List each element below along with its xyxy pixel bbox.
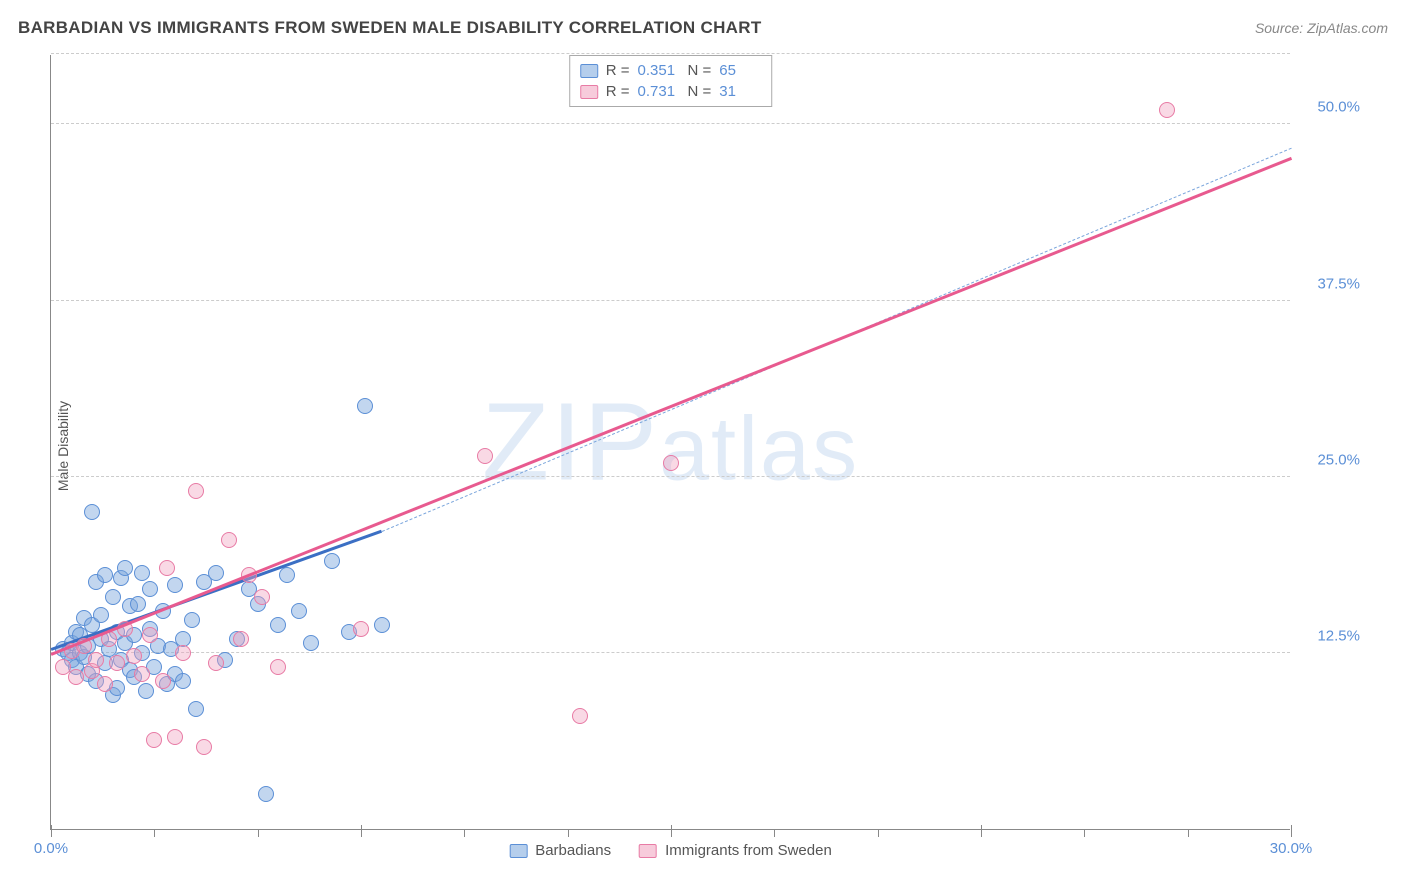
data-point xyxy=(167,577,183,593)
y-tick-label: 50.0% xyxy=(1300,99,1360,116)
x-tick xyxy=(1188,829,1189,837)
data-point xyxy=(130,596,146,612)
data-point xyxy=(97,567,113,583)
data-point xyxy=(117,560,133,576)
data-point xyxy=(109,655,125,671)
watermark: ZIPatlas xyxy=(482,379,859,506)
data-point xyxy=(155,673,171,689)
data-point xyxy=(68,669,84,685)
scatter-plot: ZIPatlas 12.5%25.0%37.5%50.0%0.0%30.0% R… xyxy=(50,55,1290,830)
chart-header: BARBADIAN VS IMMIGRANTS FROM SWEDEN MALE… xyxy=(18,18,1388,38)
data-point xyxy=(477,448,493,464)
x-tick-label: 0.0% xyxy=(34,840,68,857)
chart-source: Source: ZipAtlas.com xyxy=(1255,20,1388,36)
x-tick xyxy=(258,829,259,837)
trend-line xyxy=(51,157,1292,655)
gridline xyxy=(51,476,1290,477)
data-point xyxy=(221,532,237,548)
gridline xyxy=(51,652,1290,653)
x-tick xyxy=(361,825,362,837)
data-point xyxy=(126,648,142,664)
gridline xyxy=(51,53,1290,54)
correlation-legend-row: R = 0.351 N = 65 xyxy=(580,60,762,81)
series-legend-label: Immigrants from Sweden xyxy=(665,842,832,859)
data-point xyxy=(84,504,100,520)
data-point xyxy=(88,652,104,668)
legend-n-value: 65 xyxy=(719,62,761,79)
legend-swatch xyxy=(580,85,598,99)
data-point xyxy=(270,617,286,633)
data-point xyxy=(159,560,175,576)
data-point xyxy=(270,659,286,675)
correlation-legend: R = 0.351 N = 65 R = 0.731 N = 31 xyxy=(569,55,773,107)
legend-swatch xyxy=(639,844,657,858)
chart-title: BARBADIAN VS IMMIGRANTS FROM SWEDEN MALE… xyxy=(18,18,762,38)
legend-r-value: 0.731 xyxy=(638,83,680,100)
data-point xyxy=(324,553,340,569)
series-legend-item: Immigrants from Sweden xyxy=(639,842,832,859)
data-point xyxy=(142,627,158,643)
legend-n-value: 31 xyxy=(719,83,761,100)
x-tick xyxy=(774,829,775,837)
data-point xyxy=(572,708,588,724)
legend-r-value: 0.351 xyxy=(638,62,680,79)
data-point xyxy=(93,607,109,623)
data-point xyxy=(258,786,274,802)
y-tick-label: 37.5% xyxy=(1300,275,1360,292)
data-point xyxy=(233,631,249,647)
series-legend-item: Barbadians xyxy=(509,842,611,859)
data-point xyxy=(374,617,390,633)
series-legend: Barbadians Immigrants from Sweden xyxy=(509,842,832,859)
legend-swatch xyxy=(509,844,527,858)
data-point xyxy=(142,581,158,597)
data-point xyxy=(167,729,183,745)
data-point xyxy=(97,676,113,692)
data-point xyxy=(188,483,204,499)
data-point xyxy=(208,655,224,671)
y-tick-label: 25.0% xyxy=(1300,451,1360,468)
gridline xyxy=(51,123,1290,124)
x-tick xyxy=(981,825,982,837)
data-point xyxy=(1159,102,1175,118)
correlation-legend-row: R = 0.731 N = 31 xyxy=(580,81,762,102)
data-point xyxy=(353,621,369,637)
data-point xyxy=(175,645,191,661)
x-tick xyxy=(1084,829,1085,837)
x-tick xyxy=(878,829,879,837)
gridline xyxy=(51,300,1290,301)
data-point xyxy=(279,567,295,583)
x-tick xyxy=(464,829,465,837)
data-point xyxy=(663,455,679,471)
x-tick xyxy=(1291,825,1292,837)
x-tick xyxy=(51,825,52,837)
data-point xyxy=(254,589,270,605)
data-point xyxy=(291,603,307,619)
data-point xyxy=(175,673,191,689)
y-tick-label: 12.5% xyxy=(1300,627,1360,644)
data-point xyxy=(184,612,200,628)
legend-n-label: N = xyxy=(688,62,712,79)
data-point xyxy=(146,732,162,748)
x-tick xyxy=(671,825,672,837)
data-point xyxy=(208,565,224,581)
x-tick xyxy=(154,829,155,837)
data-point xyxy=(105,589,121,605)
legend-swatch xyxy=(580,64,598,78)
data-point xyxy=(134,666,150,682)
legend-r-label: R = xyxy=(606,83,630,100)
legend-n-label: N = xyxy=(688,83,712,100)
data-point xyxy=(303,635,319,651)
x-tick xyxy=(568,829,569,837)
data-point xyxy=(134,565,150,581)
x-tick-label: 30.0% xyxy=(1270,840,1313,857)
data-point xyxy=(188,701,204,717)
data-point xyxy=(138,683,154,699)
data-point xyxy=(196,739,212,755)
data-point xyxy=(357,398,373,414)
series-legend-label: Barbadians xyxy=(535,842,611,859)
legend-r-label: R = xyxy=(606,62,630,79)
